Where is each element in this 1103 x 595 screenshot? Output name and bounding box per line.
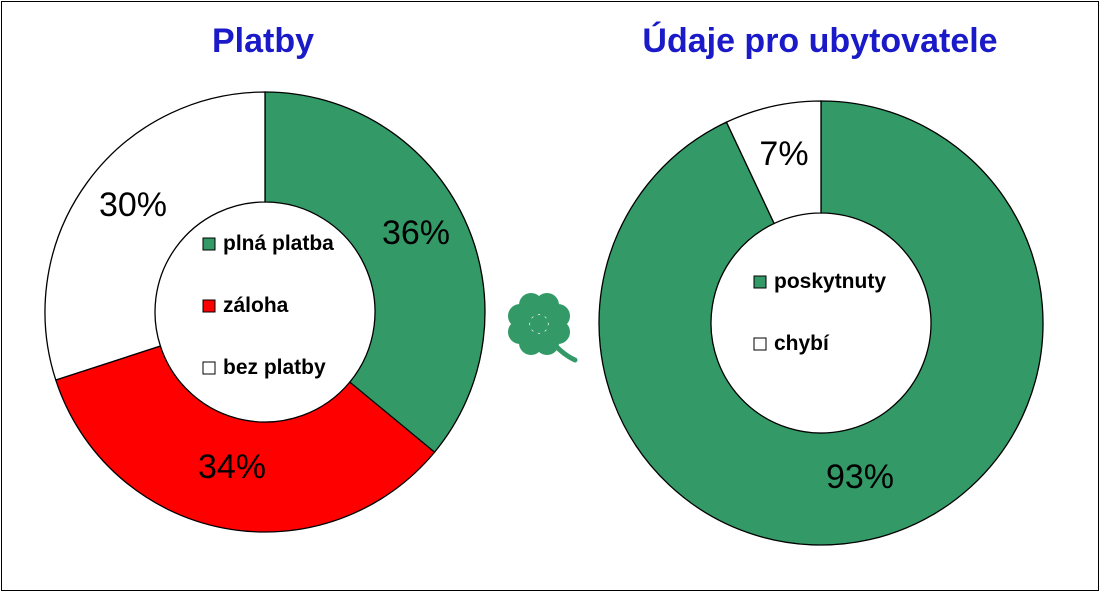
slice-label: 34% bbox=[198, 448, 266, 486]
slice-label: 7% bbox=[759, 135, 808, 173]
slice-bez-platby bbox=[44, 91, 266, 381]
legend-swatch bbox=[202, 361, 216, 375]
legend-label: bez platby bbox=[223, 356, 326, 379]
chart-title-udaje: Údaje pro ubytovatele bbox=[642, 22, 998, 60]
slice-plná-platba bbox=[264, 91, 486, 454]
legend-label: plná platba bbox=[223, 232, 334, 255]
legend-label: chybí bbox=[774, 332, 830, 355]
slice-chybí bbox=[725, 100, 822, 225]
donut-chart-1: 93% 7% poskytnuty chybí bbox=[598, 100, 1044, 546]
slice-label: 30% bbox=[99, 186, 167, 224]
slice-záloha bbox=[54, 345, 436, 533]
legend-swatch bbox=[202, 299, 216, 313]
slice-label: 36% bbox=[382, 214, 450, 252]
slice-label: 93% bbox=[826, 458, 894, 496]
legend-swatch bbox=[202, 237, 216, 251]
legend-swatch bbox=[753, 337, 767, 351]
legend-label: poskytnuty bbox=[774, 270, 886, 293]
slice-poskytnuty bbox=[598, 100, 1044, 546]
chart-title-platby: Platby bbox=[211, 22, 315, 60]
legend-label: záloha bbox=[223, 294, 289, 317]
legend-swatch bbox=[753, 275, 767, 289]
donut-chart-0: 36% 34% 30% plná platba záloha bez platby bbox=[44, 91, 486, 533]
four-leaf-clover-icon bbox=[508, 293, 578, 363]
